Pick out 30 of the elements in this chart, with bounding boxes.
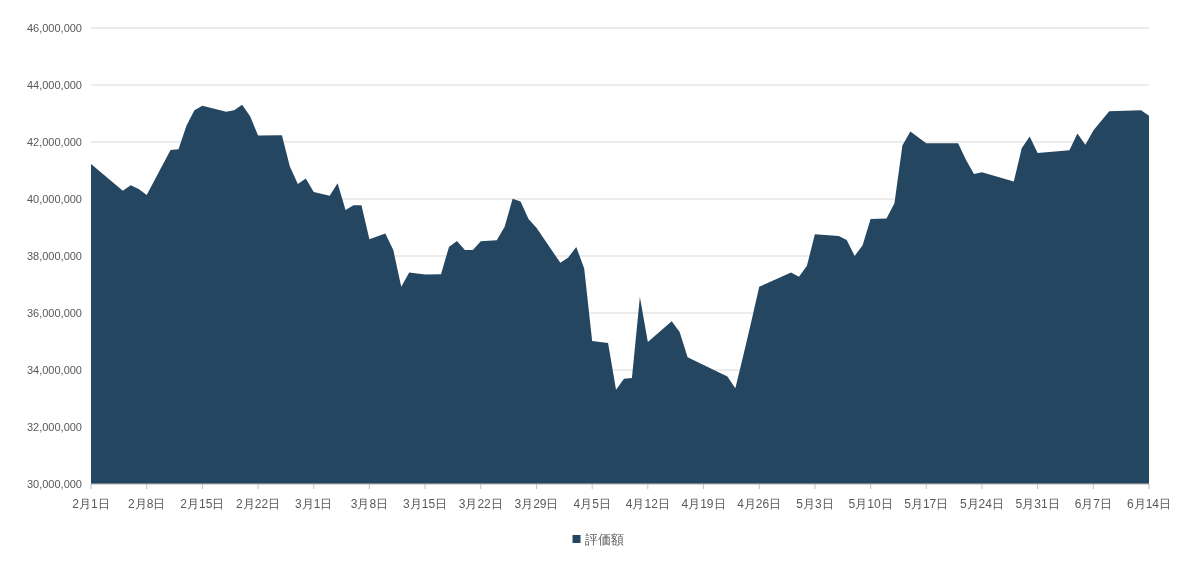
x-tick-label: 4月26日 (737, 497, 782, 511)
x-tick-label: 6月14日 (1126, 497, 1172, 511)
x-tick-label: 4月5日 (573, 497, 611, 511)
x-tick-label: 2月8日 (128, 497, 166, 511)
x-tick-label: 4月12日 (625, 497, 670, 511)
x-tick-label: 3月8日 (350, 497, 389, 511)
y-tick-label: 34,000,000 (26, 364, 82, 376)
x-tick-label: 5月31日 (1015, 497, 1060, 511)
y-tick-label: 46,000,000 (26, 22, 82, 34)
x-tick-label: 5月17日 (904, 497, 949, 511)
y-tick-label: 32,000,000 (26, 421, 82, 433)
x-tick-label: 6月7日 (1074, 497, 1112, 511)
y-tick-label: 44,000,000 (26, 79, 82, 91)
x-tick-label: 3月29日 (514, 497, 559, 511)
y-tick-label: 36,000,000 (26, 307, 82, 319)
x-tick-label: 5月3日 (796, 497, 834, 511)
x-tick-label: 2月1日 (72, 497, 110, 511)
y-tick-label: 42,000,000 (26, 136, 82, 148)
x-tick-label: 3月22日 (458, 497, 503, 511)
x-tick-label: 4月19日 (681, 497, 726, 511)
y-tick-label: 30,000,000 (26, 478, 82, 490)
x-tick-label: 5月24日 (959, 497, 1004, 511)
x-tick-label: 5月10日 (848, 497, 893, 511)
legend-label: 評価額 (584, 532, 624, 547)
x-tick-label: 2月22日 (236, 497, 281, 511)
x-tick-label: 3月15日 (403, 497, 448, 511)
x-tick-label: 3月1日 (295, 497, 333, 511)
y-tick-label: 40,000,000 (26, 193, 82, 205)
y-tick-label: 38,000,000 (26, 250, 82, 262)
x-tick-label: 2月15日 (180, 497, 225, 511)
